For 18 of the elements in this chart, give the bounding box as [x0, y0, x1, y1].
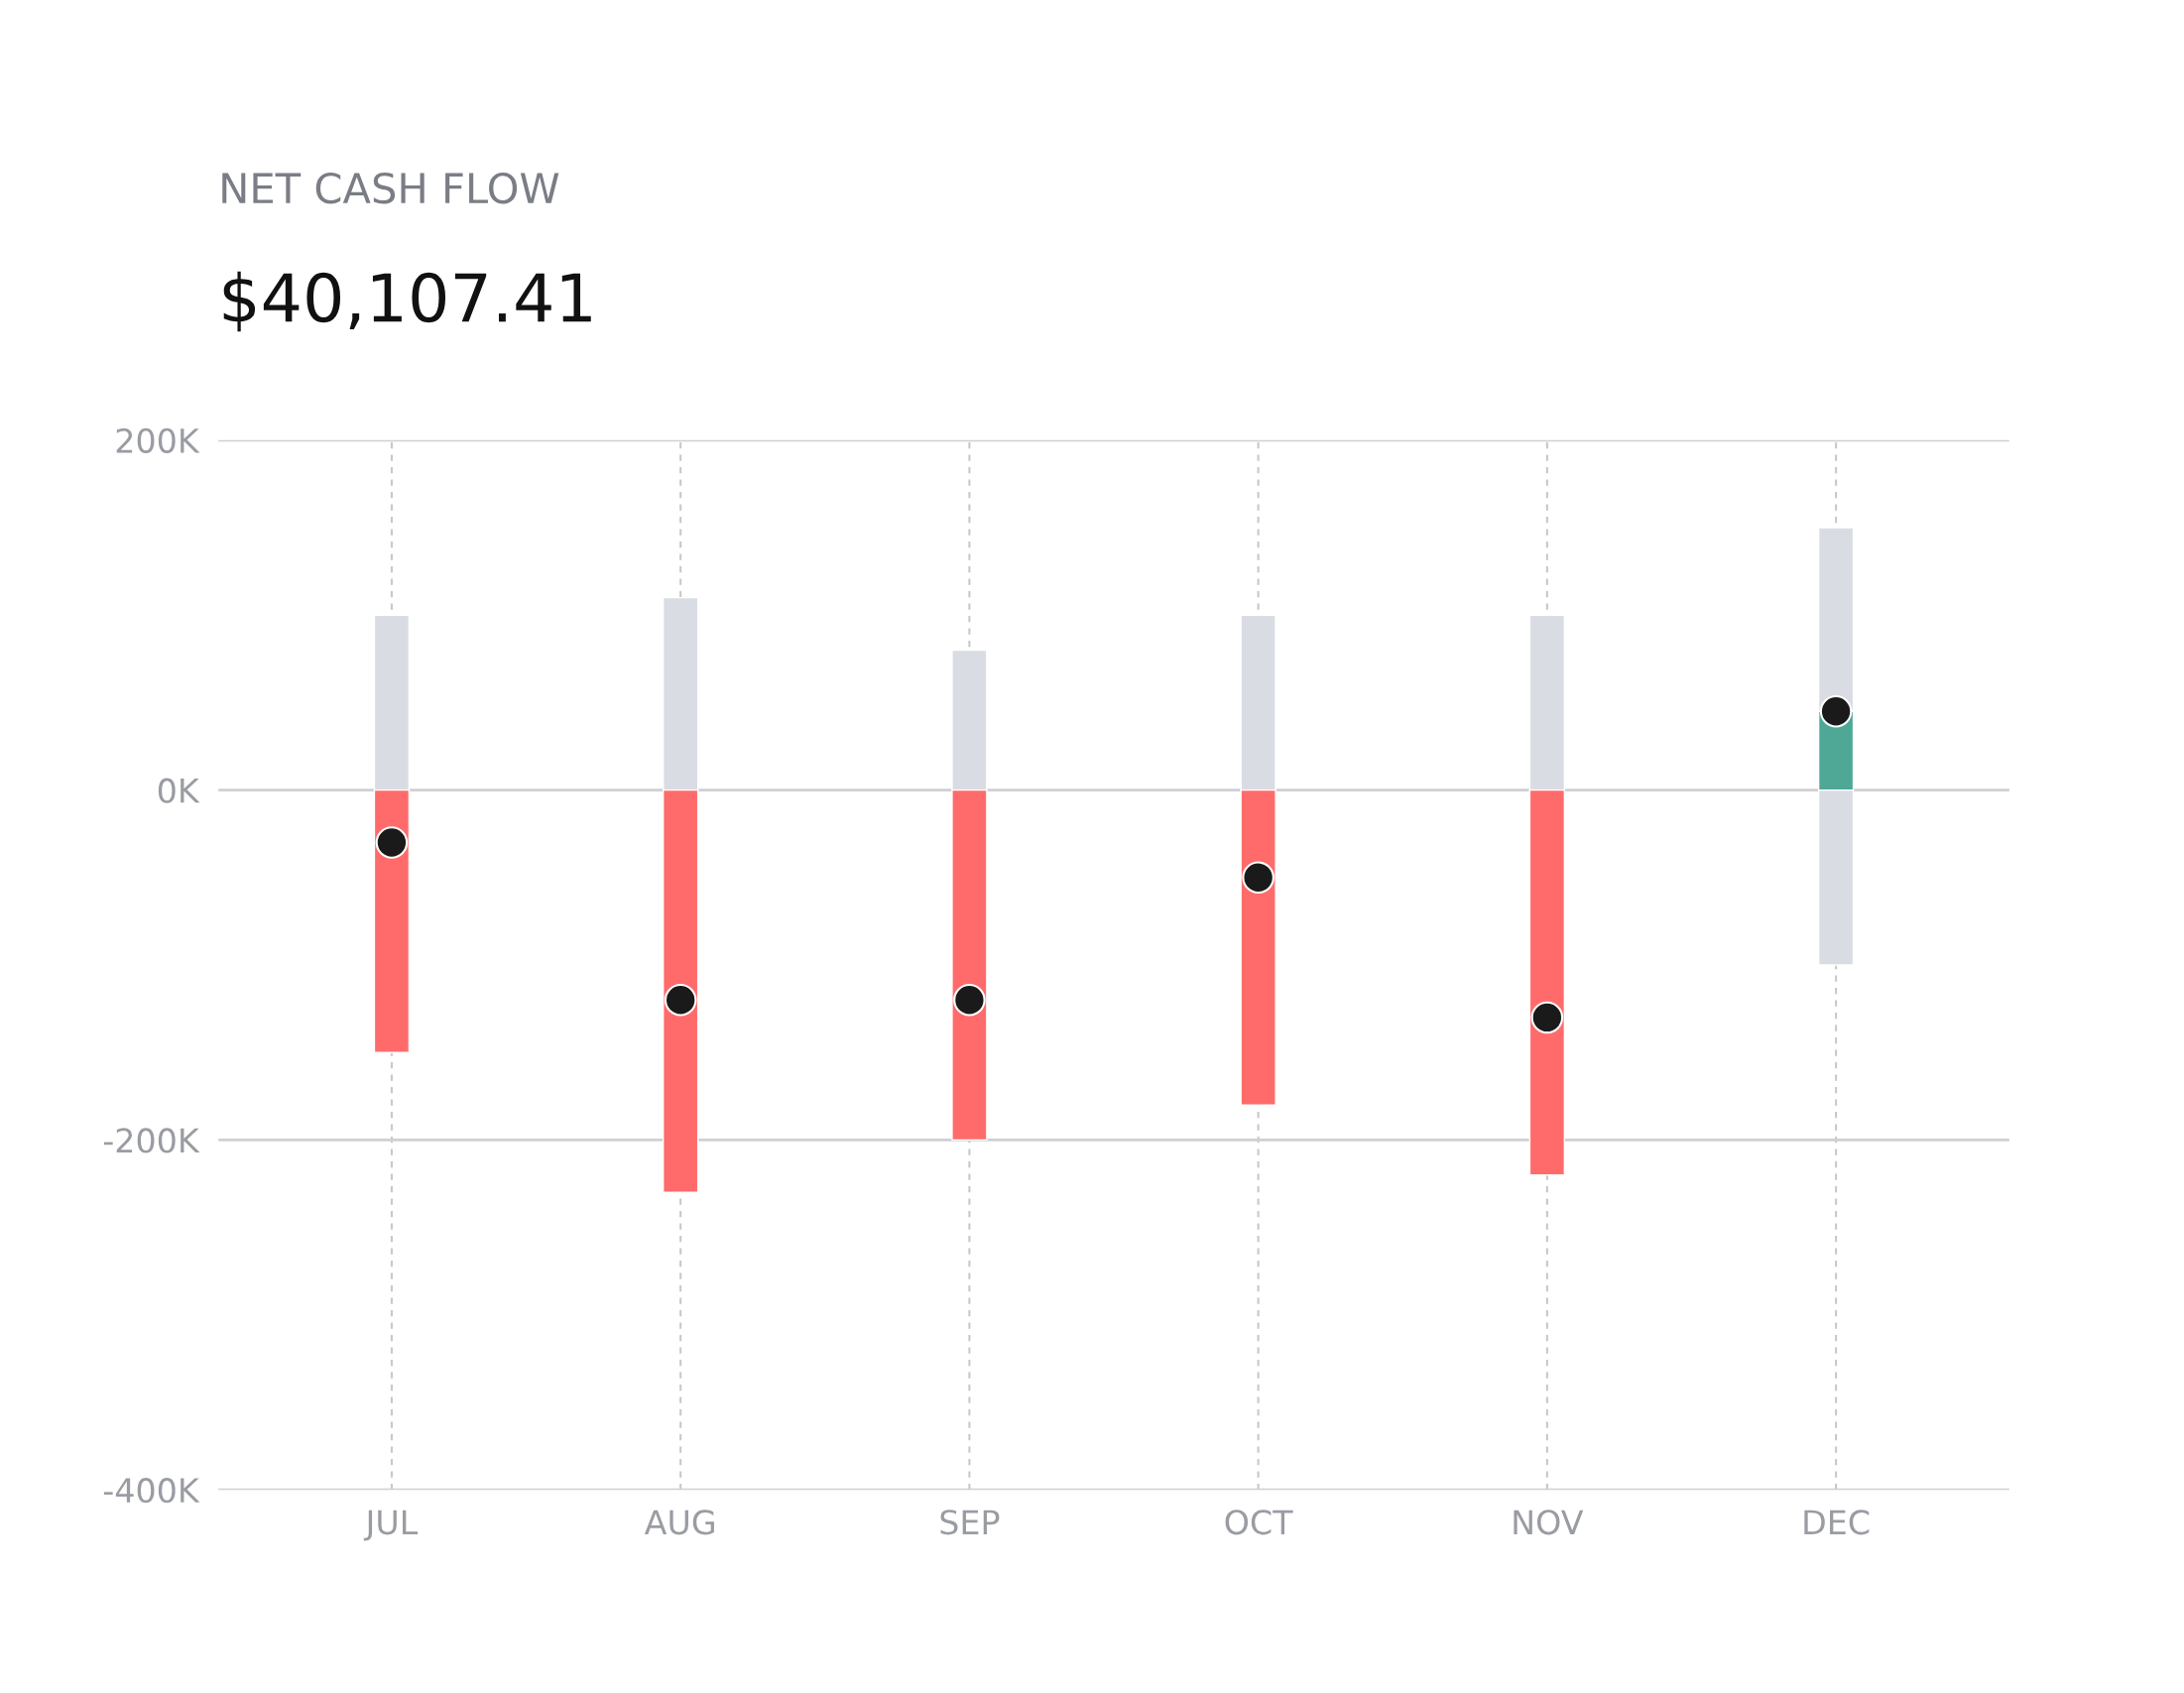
x-tick-label: DEC	[1804, 1510, 1870, 1535]
x-tick-label: AUG	[644, 1510, 714, 1535]
y-tick-label: 0K	[158, 778, 200, 803]
x-tick-label: SEP	[940, 1510, 1000, 1535]
chart-subtitle: $40,107.41	[223, 271, 591, 332]
point	[1819, 694, 1853, 728]
y-tick-label: 200K	[116, 427, 200, 453]
x-tick-label: NOV	[1514, 1510, 1584, 1535]
chart-title: NET CASH FLOW	[222, 172, 559, 204]
x-tick-label: JUL	[363, 1510, 419, 1541]
point	[1530, 1001, 1564, 1034]
x-tick-label: OCT	[1225, 1510, 1293, 1535]
point	[375, 826, 409, 859]
point	[1242, 861, 1274, 895]
y-tick-label: -400K	[103, 1478, 200, 1504]
point	[664, 984, 697, 1017]
point	[953, 984, 986, 1017]
y-tick-label: -200K	[103, 1128, 200, 1153]
